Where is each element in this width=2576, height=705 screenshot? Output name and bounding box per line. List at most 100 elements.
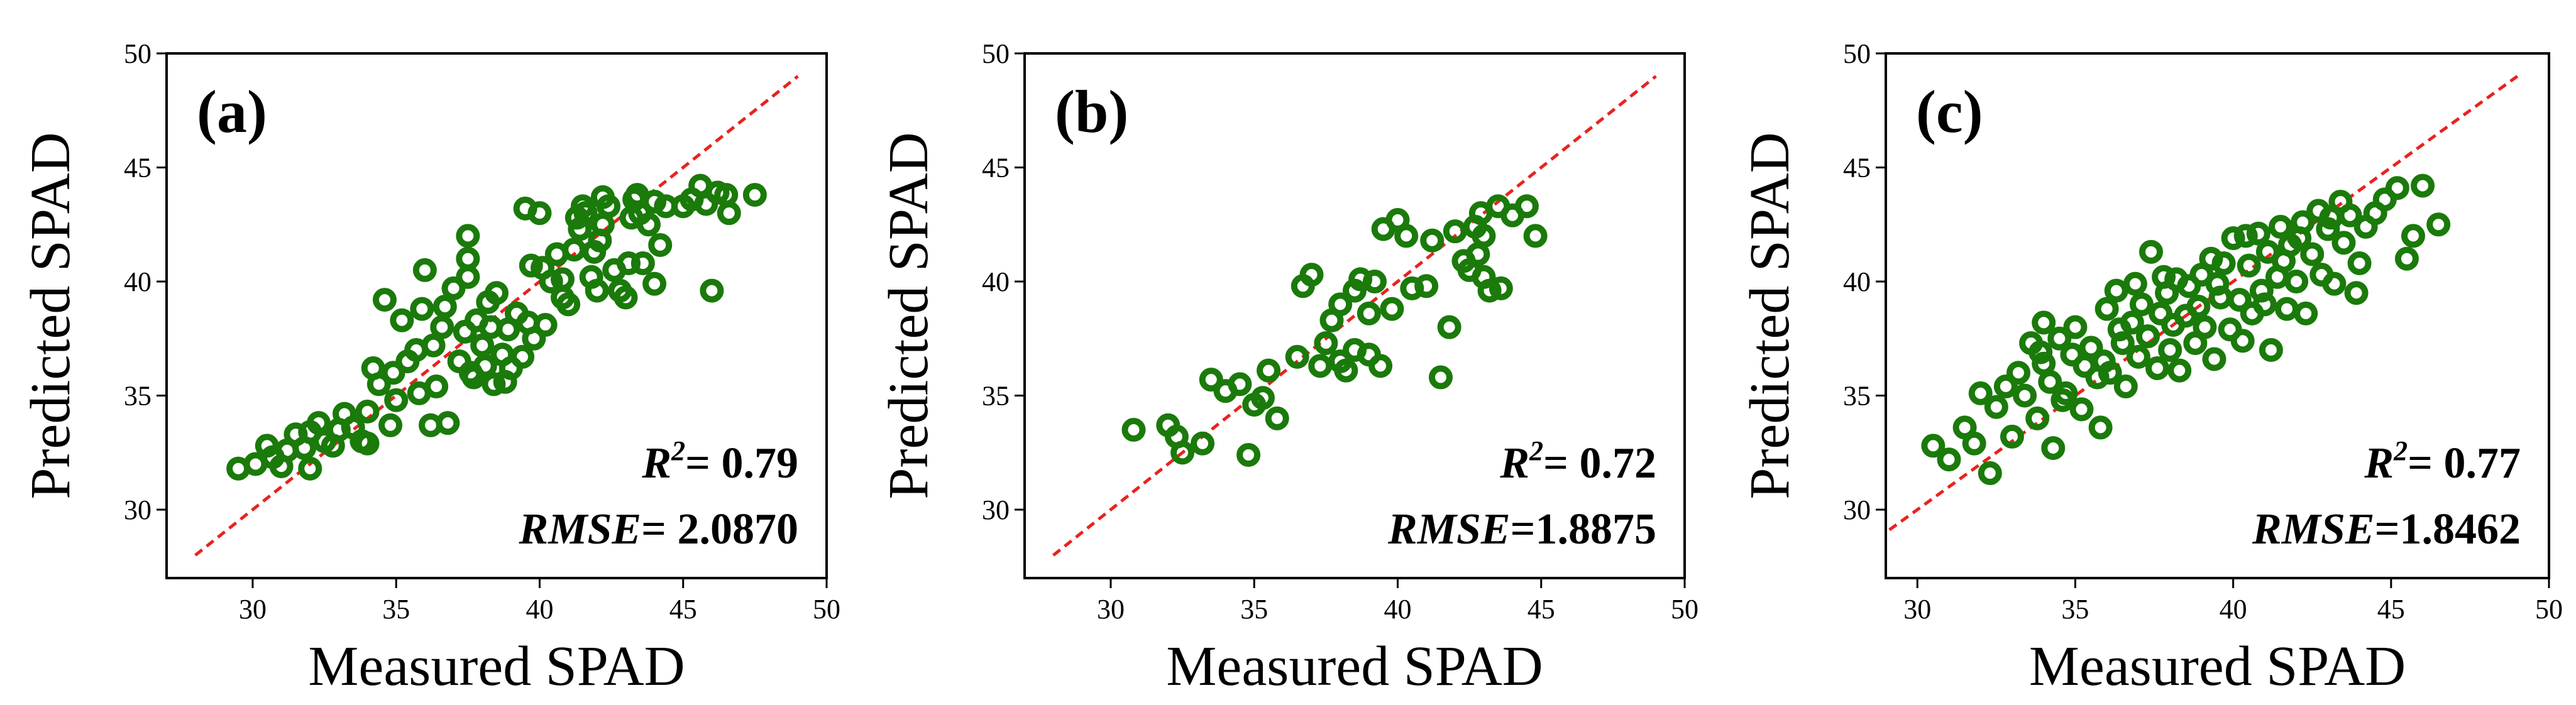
data-point bbox=[1428, 365, 1453, 390]
data-point bbox=[1328, 292, 1353, 317]
data-point bbox=[617, 251, 641, 275]
data-point bbox=[355, 399, 380, 424]
data-point bbox=[527, 201, 552, 226]
data-point bbox=[1394, 224, 1419, 248]
rmse-value: =1.8875 bbox=[1511, 505, 1656, 554]
data-point bbox=[1265, 406, 1289, 430]
data-point bbox=[2107, 317, 2132, 342]
data-point bbox=[1357, 301, 1381, 325]
data-point bbox=[2025, 406, 2050, 430]
x-tick-label: 30 bbox=[1097, 594, 1125, 625]
data-point bbox=[2284, 270, 2309, 294]
y-tick-label: 40 bbox=[1843, 266, 1871, 297]
data-point bbox=[1299, 263, 1324, 287]
data-point bbox=[355, 431, 380, 456]
data-point bbox=[421, 333, 446, 358]
data-point bbox=[590, 212, 615, 237]
data-point bbox=[2149, 301, 2173, 325]
data-point bbox=[2032, 310, 2056, 335]
r2-annotation: R2= 0.79 bbox=[641, 435, 798, 488]
data-point bbox=[582, 239, 607, 264]
scatter-points bbox=[1921, 173, 2451, 485]
data-point bbox=[510, 344, 535, 369]
data-point bbox=[2322, 271, 2347, 296]
data-point bbox=[2268, 214, 2293, 239]
data-point bbox=[372, 288, 397, 312]
data-point bbox=[2218, 317, 2242, 342]
data-point bbox=[2113, 374, 2138, 399]
data-point bbox=[614, 285, 638, 310]
data-point bbox=[2272, 249, 2296, 273]
data-point bbox=[717, 201, 741, 226]
data-point bbox=[1199, 368, 1223, 392]
data-point bbox=[648, 232, 673, 257]
y-tick-label: 50 bbox=[982, 38, 1010, 69]
rmse-symbol: RMSE bbox=[2252, 505, 2375, 554]
scatter-points bbox=[226, 173, 767, 481]
panel-1: 30 35 40 45 50 30 35 40 45 50 Measured SPAD Predict… bbox=[19, 38, 840, 697]
data-point bbox=[2088, 415, 2113, 440]
x-tick-label: 40 bbox=[1384, 594, 1411, 625]
data-point bbox=[2060, 342, 2084, 367]
data-point bbox=[539, 270, 563, 294]
x-tick-label: 40 bbox=[526, 594, 553, 625]
panel-label: (c) bbox=[1916, 78, 1983, 145]
rmse-symbol: RMSE bbox=[519, 505, 642, 554]
data-point bbox=[485, 281, 509, 305]
data-point bbox=[1236, 442, 1261, 467]
data-point bbox=[384, 388, 409, 412]
data-point bbox=[2129, 292, 2154, 317]
x-tick-label: 50 bbox=[2535, 594, 2563, 625]
data-point bbox=[2193, 315, 2217, 339]
data-point bbox=[551, 267, 575, 292]
data-point bbox=[482, 372, 506, 396]
data-point bbox=[2259, 337, 2283, 362]
panel-3: 30 35 40 45 50 30 35 40 45 50 Measured SPAD Predict… bbox=[1739, 38, 2563, 697]
data-point bbox=[2347, 251, 2372, 275]
x-tick-label: 30 bbox=[239, 594, 267, 625]
data-point bbox=[1978, 461, 2002, 485]
data-point bbox=[2079, 336, 2103, 360]
data-point bbox=[2186, 294, 2211, 319]
rmse-annotation: RMSE=1.8462 bbox=[2252, 505, 2521, 554]
data-point bbox=[590, 185, 615, 209]
data-point bbox=[1443, 219, 1467, 244]
r2-value: = 0.77 bbox=[2408, 439, 2521, 488]
r2-symbol: R bbox=[641, 439, 671, 488]
data-point bbox=[1191, 431, 1215, 456]
y-tick-label: 45 bbox=[1843, 153, 1871, 183]
y-tick-label: 45 bbox=[982, 153, 1010, 183]
data-point bbox=[1993, 374, 2018, 399]
data-point bbox=[1121, 418, 1146, 442]
x-tick-label: 45 bbox=[1527, 594, 1555, 625]
data-point bbox=[1468, 201, 1493, 226]
data-point bbox=[2135, 324, 2160, 349]
data-point bbox=[630, 251, 655, 275]
data-point bbox=[1514, 194, 1539, 219]
data-point bbox=[1477, 278, 1502, 303]
r2-annotation: R2= 0.77 bbox=[2364, 435, 2521, 488]
data-point bbox=[456, 265, 480, 289]
y-tick-label: 35 bbox=[1843, 381, 1871, 412]
data-point bbox=[1285, 344, 1309, 369]
data-point bbox=[700, 278, 724, 303]
data-point bbox=[2230, 329, 2255, 353]
data-point bbox=[456, 224, 480, 248]
data-point bbox=[2126, 344, 2150, 369]
data-point bbox=[390, 308, 414, 332]
data-point bbox=[298, 456, 322, 481]
data-point bbox=[642, 271, 667, 296]
data-point bbox=[2139, 239, 2163, 264]
x-axis-label: Measured SPAD bbox=[308, 635, 685, 697]
data-point bbox=[1368, 354, 1393, 378]
data-point bbox=[1334, 358, 1358, 383]
data-point bbox=[1414, 274, 1439, 298]
r2-superscript: 2 bbox=[671, 435, 685, 466]
r2-superscript: 2 bbox=[1529, 435, 1543, 466]
data-point bbox=[2123, 271, 2147, 296]
data-point bbox=[2047, 326, 2072, 351]
data-point bbox=[1308, 354, 1333, 378]
data-point bbox=[1962, 431, 1986, 456]
x-tick-label: 35 bbox=[2061, 594, 2089, 625]
y-axis-label: Predicted SPAD bbox=[1739, 132, 1801, 499]
